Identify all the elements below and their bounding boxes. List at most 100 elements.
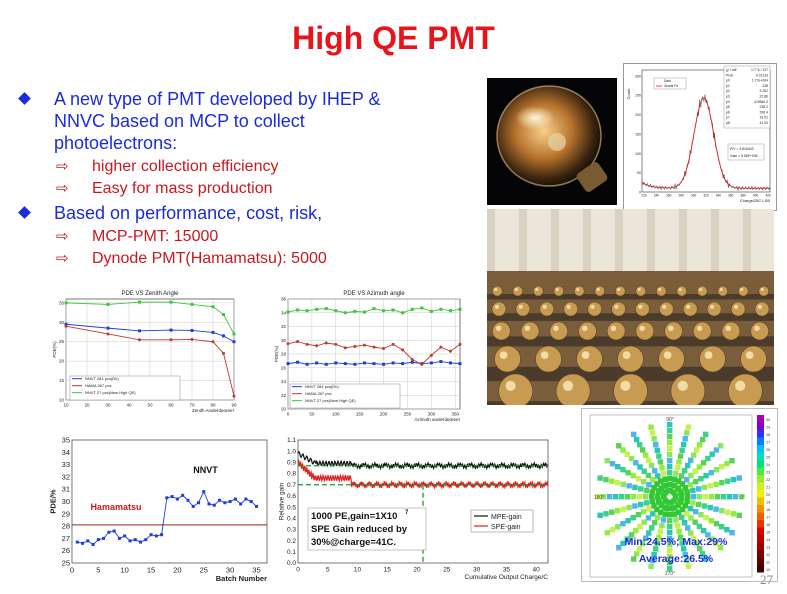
y-tick-label: 25 [62,559,70,568]
qe-cell [660,470,667,477]
qe-cell [691,452,697,458]
qe-cell [641,468,647,474]
fit-table-box [723,65,771,129]
qe-cell [708,518,714,524]
scale-tick-label: 11 [766,561,770,565]
qe-cell [724,527,730,533]
legend-entry: Global Fit [664,84,678,88]
qe-cell [690,487,696,494]
data-point [249,500,253,503]
qe-cell [709,451,715,457]
data-point [382,309,386,313]
pmt-bulb [613,373,648,405]
x-tick-label: 340 [716,194,722,198]
qe-cell [652,519,658,526]
annotation-line: 1000 PE,gain=1X10 [311,511,397,522]
pmt-bulb [563,301,579,317]
qe-cell [682,436,688,442]
qe-cell [736,512,742,519]
fit-param-value: 177.6 / 137 [751,68,768,72]
data-point [144,538,148,542]
data-point [75,540,79,544]
data-point [362,343,366,347]
data-point [324,341,328,345]
qe-cell [697,494,703,500]
qe-cell [705,532,711,538]
qe-cell [675,485,681,491]
qe-cell [667,482,673,488]
window [751,209,774,271]
qe-cell [631,556,637,562]
qe-cell [700,527,707,534]
y-tick-label: 34 [62,448,70,457]
nnvt-label: NNVT [193,465,218,475]
pmt-highlight [668,325,674,331]
pmt-bulb [706,301,722,317]
x-tick-label: 40 [532,567,540,574]
qe-cell [624,536,630,542]
x-tick-label: 400 [753,194,759,198]
data-point [190,337,194,341]
scale-tick-label: 15 [766,531,770,535]
scale-swatch [757,550,764,558]
data-point [343,311,347,315]
data-point [181,493,185,497]
scale-swatch [757,445,764,453]
y-tick-label: 50 [637,171,641,175]
data-point [106,332,110,336]
x-tick-label: 15 [147,566,155,575]
y-axis-label: PDE(%) [52,341,57,358]
qe-cell [707,504,713,511]
bullet-list: A new type of PMT developed by IHEP & NN… [14,88,494,270]
qe-cell [729,458,735,464]
pmt-highlight [725,325,731,331]
qe-cell [609,461,616,467]
qe-cell [601,494,607,500]
qe-cell [659,465,665,471]
data-point [190,302,194,306]
fit-param-value: 296.4 [760,110,769,114]
x-tick-label: 240 [654,194,660,198]
qe-cell [679,514,685,521]
pmt-highlight [637,288,641,291]
y-tick-label: 0.4 [287,515,296,522]
x-tick-label: 80 [210,403,216,408]
hamamatsu-label: Hamamatsu [90,502,141,512]
x-tick-label: 0 [296,567,300,574]
legend-box [289,383,401,409]
qe-cell [662,476,668,483]
qe-cell [652,468,658,474]
data-point [420,362,424,366]
qe-cell [683,510,690,517]
data-point [254,504,258,508]
data-point [429,353,433,357]
qe-cell [646,457,652,464]
y-tick-label: 35 [62,436,70,445]
scale-tick-label: 18 [766,508,770,512]
qe-cell [651,485,657,491]
qe-cell [614,480,621,486]
diamond-bullet-icon [18,206,31,219]
x-tick-label: 10 [63,403,69,408]
qe-cell [692,519,698,525]
qe-cell [717,443,724,449]
qe-cell [649,557,656,564]
pmt-bulb [578,321,597,341]
pmt-highlight [638,304,643,309]
qe-cell [684,498,690,505]
bullet-line: A new type of PMT developed by IHEP & [54,89,381,109]
pmt-bulb [670,373,706,405]
pde-batch-chart: 0 5 10 15 20 25 30 35 25 26 27 28 29 30 31 32 33 34 35 Batc… [44,432,272,582]
pmt-bulb [606,321,626,341]
qe-cell [648,563,654,569]
test-bench [487,313,774,321]
pmt-highlight [540,351,549,359]
data-point [102,536,106,540]
qe-cell [603,511,609,517]
qe-cell [700,460,707,466]
qe-cell [667,476,673,482]
pmt-bulb [676,285,688,297]
pmt-highlight [677,380,688,391]
x-tick-label: 35 [252,566,260,575]
qe-cell [641,509,647,515]
